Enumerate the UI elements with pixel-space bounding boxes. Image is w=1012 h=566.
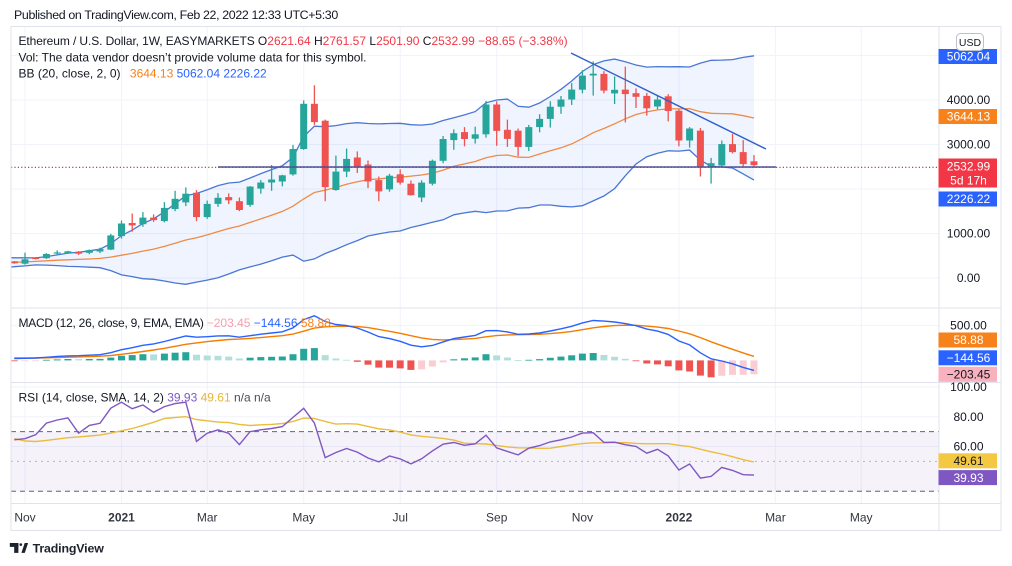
svg-text:5062.04: 5062.04	[947, 50, 991, 64]
svg-text:58.88: 58.88	[953, 333, 983, 347]
svg-text:Vol: The data vendor doesn’t p: Vol: The data vendor doesn’t provide vol…	[19, 51, 367, 65]
svg-text:500.00: 500.00	[950, 319, 987, 333]
svg-text:Ethereum / U.S. Dollar, 1W, EA: Ethereum / U.S. Dollar, 1W, EASYMARKETS …	[19, 34, 568, 48]
svg-text:2022: 2022	[666, 511, 693, 525]
svg-text:Nov: Nov	[14, 511, 35, 525]
svg-text:100.00: 100.00	[950, 380, 987, 394]
svg-text:2532.99: 2532.99	[947, 159, 991, 173]
svg-text:1000.00: 1000.00	[947, 227, 991, 241]
svg-text:3644.13: 3644.13	[947, 110, 991, 124]
svg-text:3000.00: 3000.00	[947, 138, 991, 152]
svg-text:2021: 2021	[108, 511, 135, 525]
svg-text:May: May	[850, 511, 873, 525]
svg-text:49.61: 49.61	[953, 454, 983, 468]
svg-text:Mar: Mar	[765, 511, 786, 525]
svg-text:Jul: Jul	[393, 511, 408, 525]
svg-text:39.93: 39.93	[953, 471, 983, 485]
svg-text:USD: USD	[959, 37, 982, 49]
svg-text:60.00: 60.00	[953, 440, 983, 454]
svg-text:−144.56: −144.56	[947, 351, 991, 365]
svg-text:Mar: Mar	[197, 511, 218, 525]
svg-text:2226.22: 2226.22	[947, 192, 991, 206]
svg-text:BB (20, close, 2, 0) 3644.13: BB (20, close, 2, 0) 3644.13 5062.04 222…	[19, 67, 268, 81]
svg-text:May: May	[292, 511, 315, 525]
svg-text:4000.00: 4000.00	[947, 93, 991, 107]
svg-text:RSI (14, close, SMA, 14, 2) 39: RSI (14, close, SMA, 14, 2) 39.93 49.61 …	[19, 391, 272, 405]
svg-text:Published on TradingView.com,: Published on TradingView.com, Feb 22, 20…	[14, 8, 338, 22]
svg-text:Nov: Nov	[572, 511, 593, 525]
svg-text:−203.45: −203.45	[947, 368, 991, 382]
svg-text:0.00: 0.00	[957, 271, 981, 285]
svg-text:Sep: Sep	[486, 511, 508, 525]
svg-text:TradingView: TradingView	[33, 542, 105, 556]
svg-text:80.00: 80.00	[953, 410, 983, 424]
svg-text:MACD (12, 26, close, 9, EMA, E: MACD (12, 26, close, 9, EMA, EMA) −203.4…	[19, 316, 332, 330]
svg-text:5d 17h: 5d 17h	[950, 173, 987, 187]
